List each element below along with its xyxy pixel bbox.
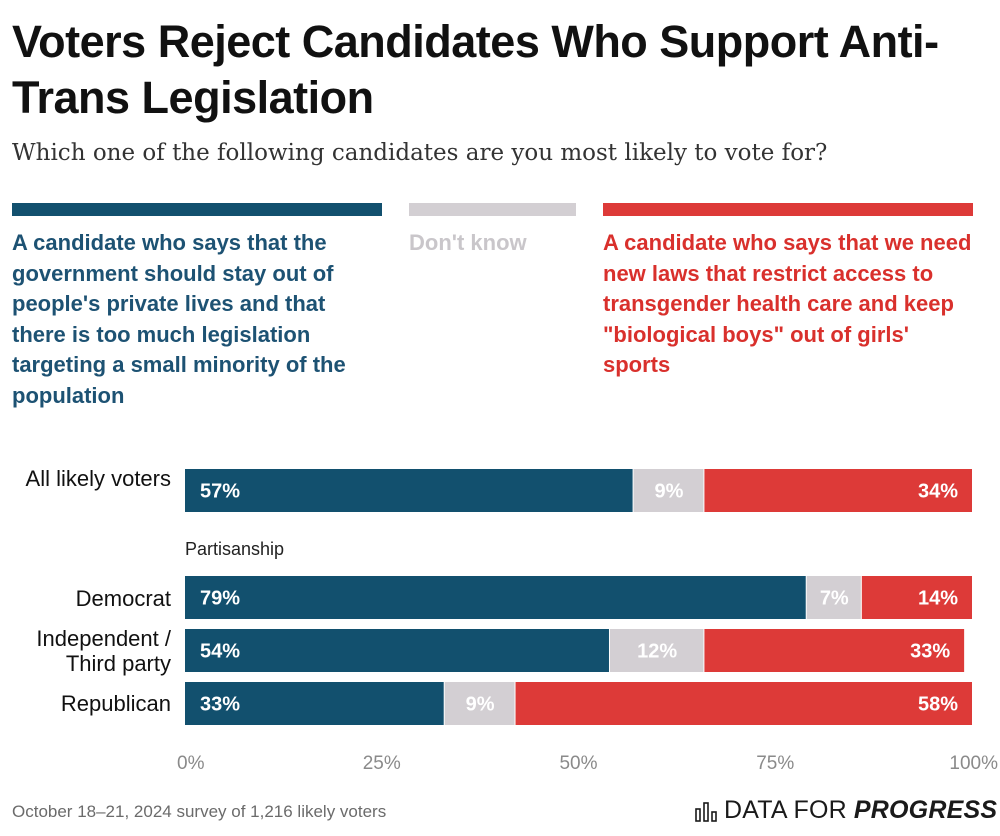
chart-title: Voters Reject Candidates Who Support Ant… [12, 16, 939, 123]
bar-democrat-stay-out [185, 576, 806, 619]
bar-value-independent-dont-know: 12% [637, 641, 677, 663]
x-tick-2: 50% [559, 753, 597, 774]
x-tick-0: 0% [177, 753, 205, 774]
row-label-democrat: Democrat [75, 586, 171, 611]
survey-note: October 18–21, 2024 survey of 1,216 like… [12, 802, 387, 821]
brand-logo: DATA FOR PROGRESS [695, 796, 997, 825]
row-label-republican: Republican [60, 691, 171, 716]
row-label-independent: Independent / Third party [36, 626, 171, 676]
bar-value-independent-stay-out: 54% [200, 641, 240, 663]
legend-swatch-red [603, 203, 973, 216]
legend-label-stay-out: A candidate who says that the government… [12, 230, 346, 408]
bar-republican-stay-out [185, 682, 444, 725]
bar-independent-dont-know [609, 629, 704, 672]
bar-value-republican-dont-know: 9% [466, 694, 495, 716]
bar-value-all-voters-new-laws: 34% [918, 481, 958, 503]
bar-value-all-voters-dont-know: 9% [655, 481, 684, 503]
legend-swatch-blue [12, 203, 382, 216]
bar-all-voters-dont-know [633, 469, 704, 512]
bar-chart-icon [695, 801, 717, 822]
legend-label-dont-know: Don't know [409, 230, 527, 255]
bar-all-voters-stay-out [185, 469, 633, 512]
bar-value-all-voters-stay-out: 57% [200, 481, 240, 503]
legend-label-new-laws: A candidate who says that we need new la… [603, 230, 972, 377]
brand-text-light: DATA FOR [724, 796, 847, 824]
legend-item-new-laws: A candidate who says that we need new la… [603, 203, 973, 381]
stacked-bar-chart: 57% 9% 34% 79% 7% 14% 54% 12% 33% 33% 9% 58% 0% 25% 50… [177, 469, 998, 774]
bar-republican-dont-know [444, 682, 515, 725]
legend-item-dont-know: Don't know [409, 203, 576, 259]
legend-swatch-gray [409, 203, 576, 216]
bar-democrat-dont-know [806, 576, 861, 619]
x-tick-1: 25% [363, 753, 401, 774]
bar-value-democrat-new-laws: 14% [918, 588, 958, 610]
bar-value-democrat-stay-out: 79% [200, 588, 240, 610]
x-tick-4: 100% [949, 753, 998, 774]
bar-value-republican-stay-out: 33% [200, 694, 240, 716]
bar-republican-new-laws [515, 682, 972, 725]
chart-subtitle: Which one of the following candidates ar… [12, 140, 828, 166]
bar-value-republican-new-laws: 58% [918, 694, 958, 716]
brand-text-bold: PROGRESS [853, 796, 998, 824]
section-label-partisanship: Partisanship [185, 539, 285, 559]
bar-democrat-new-laws [861, 576, 972, 619]
x-tick-3: 75% [756, 753, 794, 774]
row-label-all-voters: All likely voters [25, 466, 171, 491]
bar-all-voters-new-laws [704, 469, 972, 512]
bar-independent-stay-out [185, 629, 609, 672]
bar-value-democrat-dont-know: 7% [820, 588, 849, 610]
bar-value-independent-new-laws: 33% [910, 641, 950, 663]
bar-independent-new-laws [704, 629, 965, 672]
legend-item-stay-out: A candidate who says that the government… [12, 203, 382, 411]
